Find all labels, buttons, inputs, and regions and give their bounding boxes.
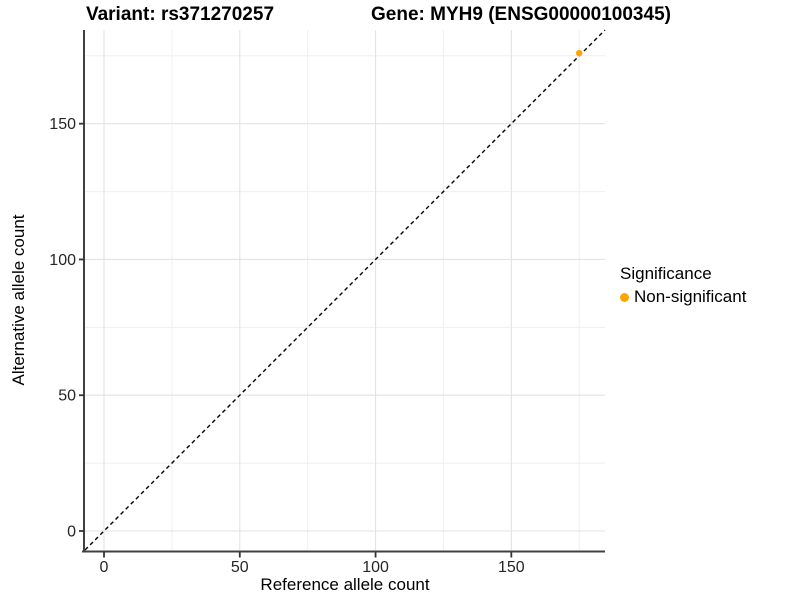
legend-title: Significance <box>620 264 712 283</box>
plot-title-gene: Gene: MYH9 (ENSG00000100345) <box>371 4 671 25</box>
x-axis-title: Reference allele count <box>260 575 430 594</box>
y-tick-label: 100 <box>49 252 76 269</box>
x-tick-label: 50 <box>231 559 249 576</box>
x-tick-label: 100 <box>362 559 389 576</box>
y-tick-label: 50 <box>58 388 76 405</box>
data-point <box>576 49 583 57</box>
legend-item-non-significant: Non-significant <box>620 287 746 307</box>
plot-title-variant: Variant: rs371270257 <box>85 4 275 25</box>
legend-point-icon <box>620 292 629 302</box>
x-tick-label: 0 <box>100 559 109 576</box>
legend: Significance Non-significant <box>620 264 746 307</box>
y-tick-label: 0 <box>67 523 76 540</box>
x-tick-label: 150 <box>498 559 525 576</box>
legend-item-label: Non-significant <box>634 287 747 306</box>
y-axis-title: Alternative allele count <box>9 214 28 386</box>
identity-line <box>84 29 606 551</box>
y-tick-label: 150 <box>49 116 76 133</box>
